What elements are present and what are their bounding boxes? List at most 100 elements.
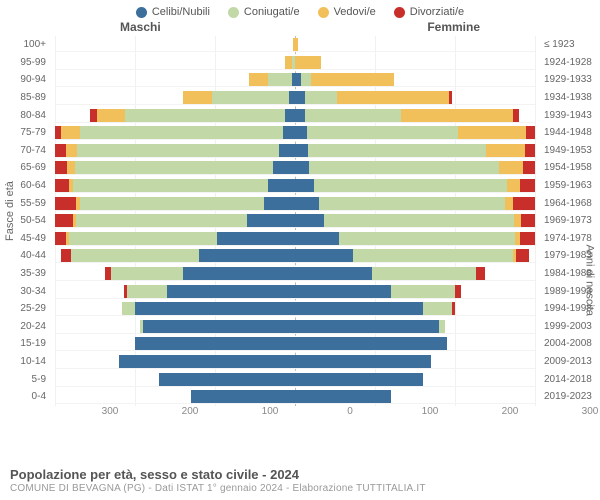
bar-segment [499,161,523,174]
bar-segment [55,179,69,192]
age-row: 35-391984-1988 [0,265,600,283]
age-label: 60-64 [0,180,50,191]
bar-zone [55,56,535,70]
x-tick: 0 [347,406,353,417]
bar-segment [295,355,431,368]
female-bar [295,179,535,192]
birth-label: 1934-1938 [540,92,600,103]
birth-label: 1999-2003 [540,321,600,332]
bar-zone [55,373,535,387]
female-bar [295,214,535,227]
birth-label: 2004-2008 [540,338,600,349]
age-row: 95-991924-1928 [0,54,600,72]
male-bar [55,249,295,262]
age-label: 10-14 [0,356,50,367]
bar-segment [55,197,76,210]
bar-segment [505,197,513,210]
birth-label: 1979-1983 [540,250,600,261]
bar-segment [401,109,513,122]
male-bar [55,197,295,210]
bar-segment [61,126,80,139]
bar-zone [55,38,535,52]
bar-zone [55,179,535,193]
age-row: 85-891934-1938 [0,89,600,107]
bar-segment [523,161,535,174]
bar-segment [295,126,307,139]
legend-swatch [318,7,329,18]
bar-segment [264,197,295,210]
bar-segment [295,56,321,69]
birth-label: 2019-2023 [540,391,600,402]
bar-segment [311,73,394,86]
legend-swatch [394,7,405,18]
bar-segment [526,126,535,139]
male-bar [55,91,295,104]
birth-label: 1994-1998 [540,303,600,314]
bar-segment [268,73,292,86]
bar-segment [516,249,529,262]
birth-label: 1949-1953 [540,145,600,156]
bar-zone [55,161,535,175]
birth-label: 1929-1933 [540,74,600,85]
age-label: 100+ [0,39,50,50]
female-bar [295,91,535,104]
bar-zone [55,73,535,87]
bar-segment [55,232,66,245]
bar-segment [283,126,295,139]
legend-item: Divorziati/e [394,6,464,18]
bar-segment [75,161,273,174]
bar-segment [55,144,66,157]
bar-segment [476,267,486,280]
male-bar [55,144,295,157]
bar-segment [295,320,439,333]
legend-label: Coniugati/e [244,6,300,18]
bar-segment [125,109,285,122]
males-title: Maschi [120,20,161,34]
bar-zone [55,109,535,123]
bar-segment [423,302,452,315]
bar-segment [191,390,295,403]
bar-segment [295,390,391,403]
bar-segment [167,285,295,298]
bar-zone [55,390,535,404]
birth-label: 1969-1973 [540,215,600,226]
female-bar [295,285,535,298]
age-label: 80-84 [0,110,50,121]
female-bar [295,109,535,122]
age-row: 60-641959-1963 [0,177,600,195]
bar-segment [295,91,305,104]
bar-segment [295,161,309,174]
female-bar [295,320,535,333]
female-bar [295,144,535,157]
age-row: 30-341989-1993 [0,282,600,300]
x-tick: 300 [102,406,119,417]
male-bar [55,126,295,139]
female-bar [295,302,535,315]
male-bar [55,56,295,69]
bar-segment [122,302,135,315]
female-bar [295,337,535,350]
bar-segment [295,302,423,315]
bar-segment [514,214,521,227]
male-bar [55,390,295,403]
bar-segment [301,73,311,86]
age-row: 90-94 1929-1933 [0,71,600,89]
age-row: 10-142009-2013 [0,353,600,371]
bar-segment [143,320,295,333]
bar-segment [353,249,513,262]
age-label: 90-94 [0,74,50,85]
bar-zone [55,126,535,140]
legend-label: Divorziati/e [410,6,464,18]
bar-segment [458,126,526,139]
age-label: 0-4 [0,391,50,402]
female-bar [295,232,535,245]
birth-label: 1944-1948 [540,127,600,138]
bar-segment [507,179,520,192]
bar-segment [119,355,295,368]
age-label: 55-59 [0,198,50,209]
male-bar [55,267,295,280]
side-titles: Maschi Femmine [0,20,600,36]
bar-segment [295,285,391,298]
bar-segment [183,91,212,104]
chart-title: Popolazione per età, sesso e stato civil… [10,467,590,482]
